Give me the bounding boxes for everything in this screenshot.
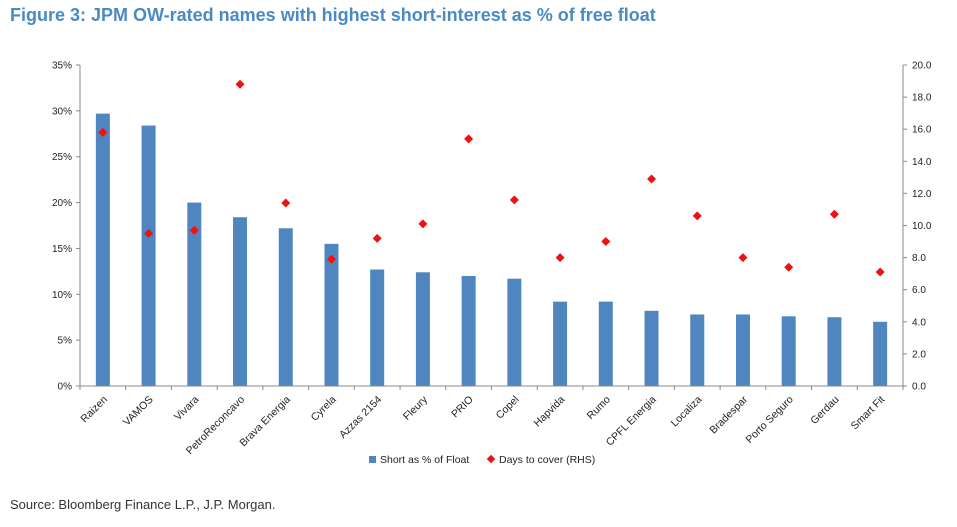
markers-layer [98, 79, 885, 277]
bar [141, 125, 156, 386]
bar [644, 310, 659, 386]
bar [827, 317, 842, 386]
right-tick-label: 4.0 [912, 317, 926, 328]
bar [598, 301, 613, 386]
bar [324, 243, 339, 386]
left-tick-label: 25% [52, 152, 72, 163]
right-tick-label: 14.0 [912, 157, 932, 168]
right-tick-label: 10.0 [912, 221, 932, 232]
marker-point [555, 253, 565, 263]
legend-marker-swatch [486, 454, 496, 464]
bars-layer [95, 113, 888, 386]
legend-bar-label: Short as % of Float [380, 454, 469, 466]
category-label: Porto Seguro [744, 394, 796, 446]
category-label: Fleury [401, 393, 431, 423]
bar [553, 301, 568, 386]
legend-marker-label: Days to cover (RHS) [499, 454, 595, 466]
bar [95, 113, 110, 386]
left-tick-label: 5% [58, 336, 73, 347]
left-tick-label: 20% [52, 198, 72, 209]
marker-point [509, 195, 519, 205]
category-label: Vivara [172, 394, 202, 424]
right-tick-label: 20.0 [912, 61, 932, 72]
marker-point [326, 254, 336, 264]
marker-point [418, 219, 428, 229]
bar [233, 217, 248, 386]
category-label: Azzas 2154 [337, 394, 384, 441]
bar [415, 272, 430, 386]
bar [278, 228, 293, 386]
bar [461, 275, 476, 386]
right-tick-label: 16.0 [912, 125, 932, 136]
marker-point [601, 237, 611, 247]
marker-point [189, 225, 199, 235]
category-label: Localiza [669, 394, 705, 430]
right-tick-label: 0.0 [912, 382, 926, 393]
marker-point [98, 127, 108, 137]
category-label: PRIO [449, 394, 476, 421]
bar [735, 314, 750, 386]
bar [187, 202, 202, 386]
left-tick-label: 30% [52, 106, 72, 117]
category-label: Rumo [585, 394, 613, 422]
marker-point [784, 262, 794, 272]
bar [690, 314, 705, 386]
right-tick-label: 6.0 [912, 285, 926, 296]
marker-point [692, 211, 702, 221]
bar [370, 269, 385, 386]
marker-point [647, 174, 657, 184]
right-tick-label: 18.0 [912, 93, 932, 104]
category-label: Gerdau [808, 394, 841, 427]
category-label: Raizen [78, 394, 110, 426]
marker-point [372, 233, 382, 243]
category-label: Hapvida [531, 394, 567, 430]
chart-title: Figure 3: JPM OW-rated names with highes… [10, 5, 656, 25]
marker-point [235, 79, 245, 89]
axes-layer: 0% 5% 10% 15% 20% 25% 30% 35% 0.0 2.0 4.0 6.0 8.0 10.… [52, 61, 932, 458]
category-label: Copel [494, 394, 522, 422]
bar [873, 321, 888, 386]
source-note: Source: Bloomberg Finance L.P., J.P. Mor… [10, 497, 276, 512]
left-tick-label: 0% [58, 382, 73, 393]
right-tick-label: 12.0 [912, 189, 932, 200]
right-tick-label: 8.0 [912, 253, 926, 264]
left-tick-label: 35% [52, 61, 72, 72]
marker-point [829, 209, 839, 219]
marker-point [875, 267, 885, 277]
marker-point [738, 253, 748, 263]
left-tick-label: 15% [52, 244, 72, 255]
bar [507, 278, 522, 386]
category-label: Cyrela [309, 394, 339, 424]
category-label: Bradespar [707, 393, 750, 436]
bar [781, 316, 796, 386]
marker-point [281, 198, 291, 208]
left-tick-label: 10% [52, 290, 72, 301]
legend: Short as % of Float Days to cover (RHS) [369, 454, 595, 466]
marker-point [144, 229, 154, 239]
legend-bar-swatch [369, 456, 376, 463]
right-tick-label: 2.0 [912, 349, 926, 360]
category-label: VAMOS [121, 394, 156, 429]
category-label: Smart Fit [849, 394, 888, 433]
marker-point [464, 134, 474, 144]
